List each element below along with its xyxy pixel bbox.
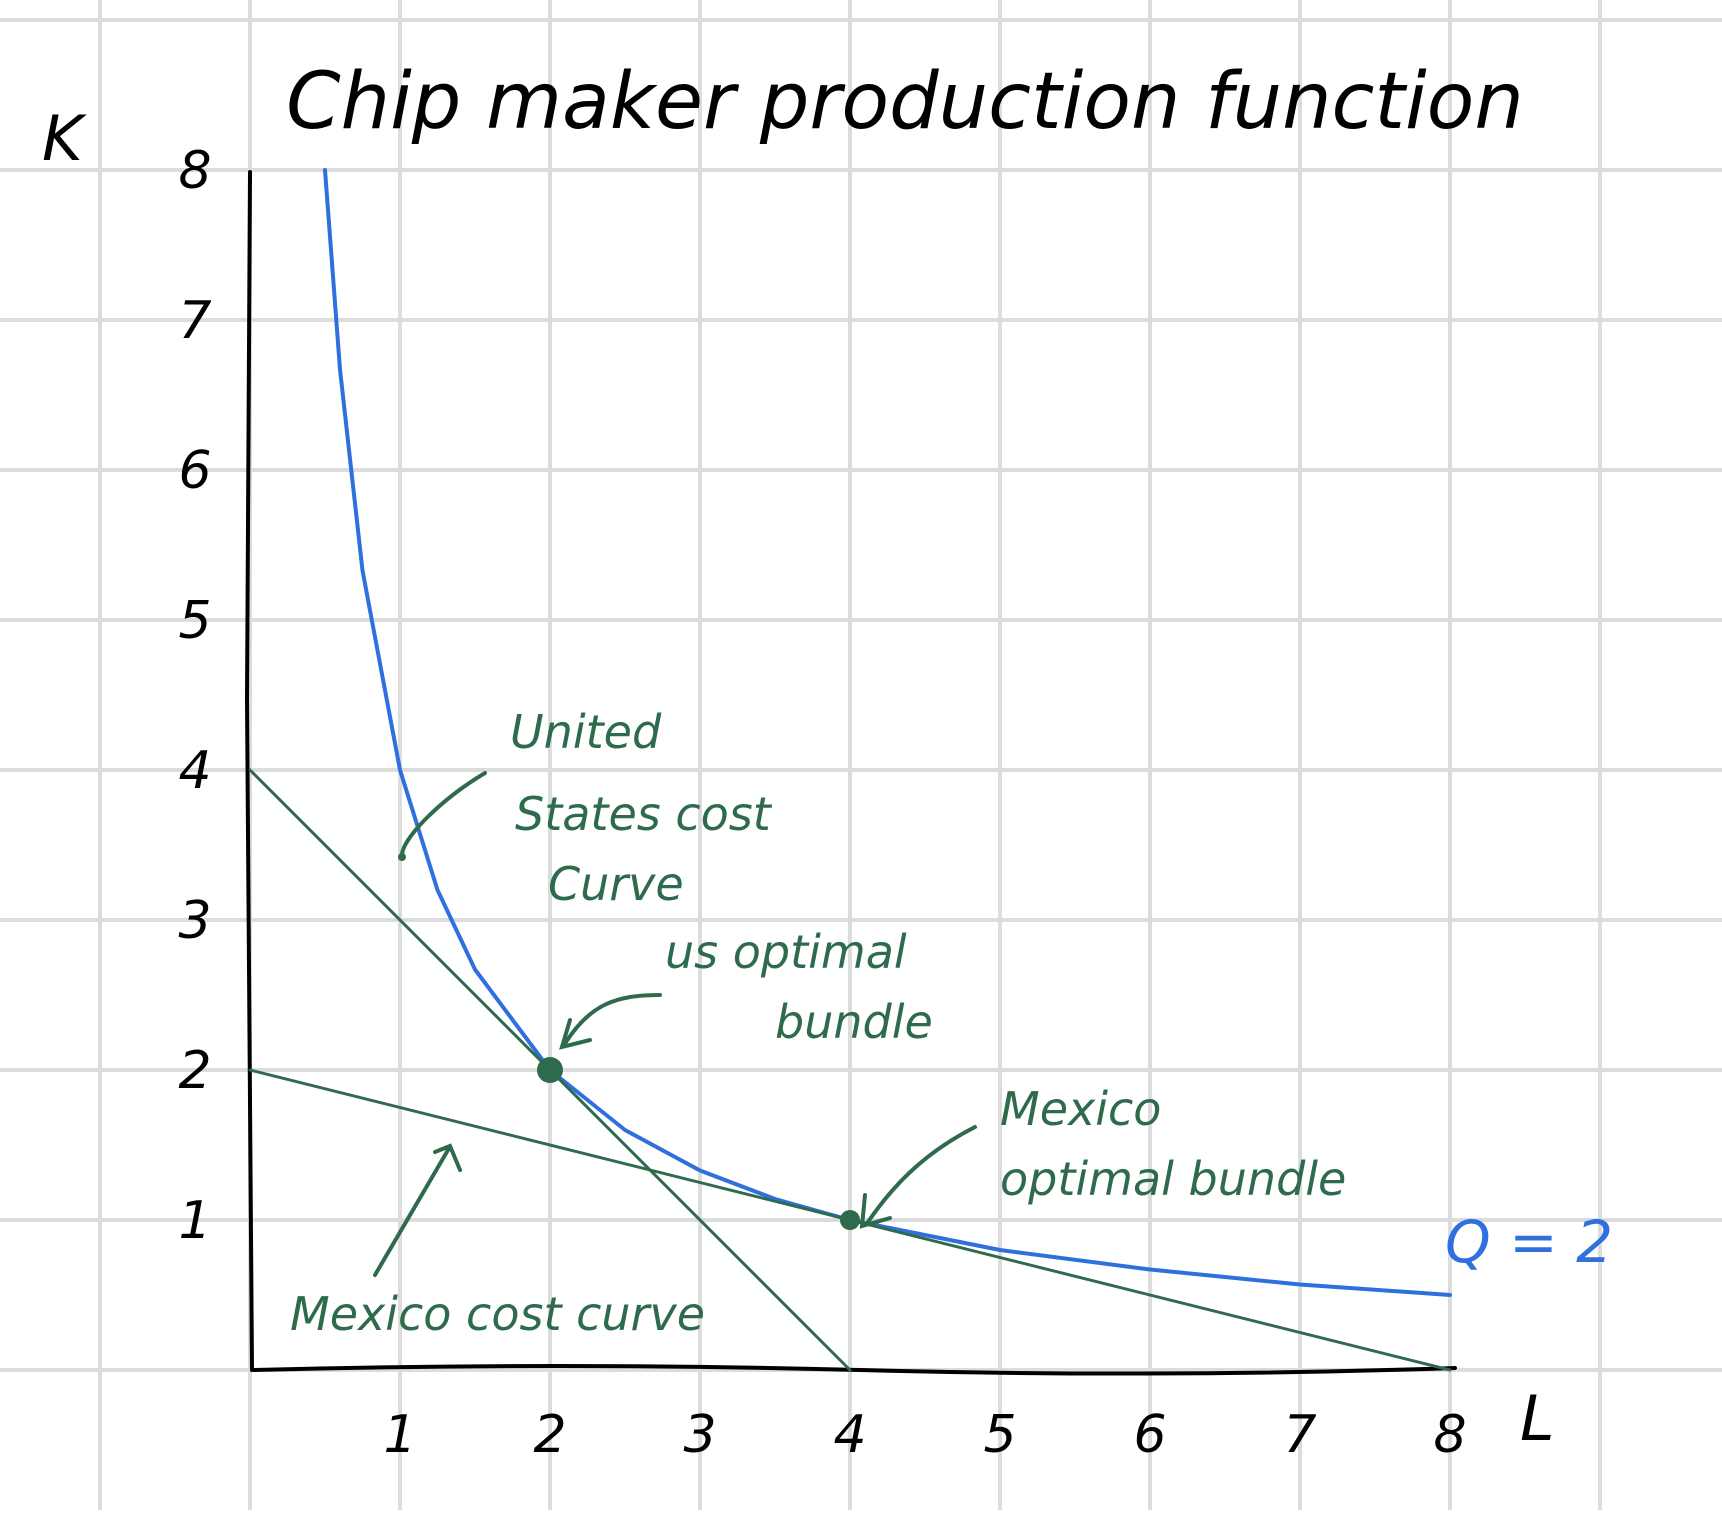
mexico-cost-arrowhead bbox=[433, 1143, 462, 1172]
united-states-label-line3: Curve bbox=[548, 857, 684, 911]
y-tick-label-4: 4 bbox=[178, 741, 211, 801]
us-optimal-label-line2: bundle bbox=[775, 995, 933, 1049]
y-tick-label-6: 6 bbox=[178, 441, 211, 501]
us-optimal-point bbox=[537, 1057, 563, 1083]
us-optimal-arrow bbox=[564, 993, 662, 1044]
mexico-optimal-label-line2: optimal bundle bbox=[1000, 1152, 1346, 1206]
x-axis bbox=[252, 1364, 1457, 1376]
y-tick-label-3: 3 bbox=[178, 891, 211, 951]
mexico-optimal-point bbox=[840, 1210, 860, 1230]
isoquant-line bbox=[323, 168, 1452, 1297]
x-axis-label: L bbox=[1520, 1382, 1555, 1455]
mexico-cost-arrow bbox=[373, 1148, 450, 1277]
us-optimal-label-line1: us optimal bbox=[665, 925, 907, 979]
mexico-cost-label: Mexico cost curve bbox=[290, 1287, 705, 1341]
y-tick-label-1: 1 bbox=[178, 1191, 211, 1251]
x-tick-label-4: 4 bbox=[833, 1405, 866, 1465]
x-tick-label-8: 8 bbox=[1433, 1405, 1466, 1465]
optimal-points bbox=[537, 1057, 860, 1230]
x-tick-label-2: 2 bbox=[533, 1405, 566, 1465]
y-tick-label-5: 5 bbox=[178, 591, 211, 651]
mexico-optimal-label-line1: Mexico bbox=[1000, 1082, 1161, 1136]
us-optimal-arrowhead bbox=[559, 1018, 592, 1050]
isoquant-label: Q = 2 bbox=[1445, 1208, 1613, 1276]
y-tick-label-8: 8 bbox=[178, 141, 211, 201]
y-axis-label: K bbox=[42, 102, 87, 175]
x-tick-label-3: 3 bbox=[683, 1405, 716, 1465]
y-tick-label-2: 2 bbox=[178, 1041, 211, 1101]
us-cost-arrow-tip bbox=[398, 853, 406, 861]
mexico-optimal-arrowhead bbox=[859, 1193, 892, 1229]
x-tick-label-1: 1 bbox=[383, 1405, 416, 1465]
y-axis bbox=[244, 170, 254, 1372]
mexico-optimal-arrow bbox=[866, 1125, 977, 1224]
united-states-label-line1: United bbox=[510, 705, 662, 759]
x-tick-label-6: 6 bbox=[1133, 1405, 1166, 1465]
x-tick-label-7: 7 bbox=[1283, 1405, 1316, 1465]
us-cost-arrow bbox=[400, 771, 487, 859]
united-states-label-line2: States cost bbox=[515, 787, 773, 841]
tick-labels: 1 2 3 4 5 6 7 8 1 2 3 4 5 6 7 8 bbox=[178, 141, 1466, 1465]
y-tick-label-7: 7 bbox=[178, 291, 211, 351]
chart-title: Chip maker production function bbox=[286, 57, 1524, 147]
x-tick-label-5: 5 bbox=[983, 1405, 1016, 1465]
